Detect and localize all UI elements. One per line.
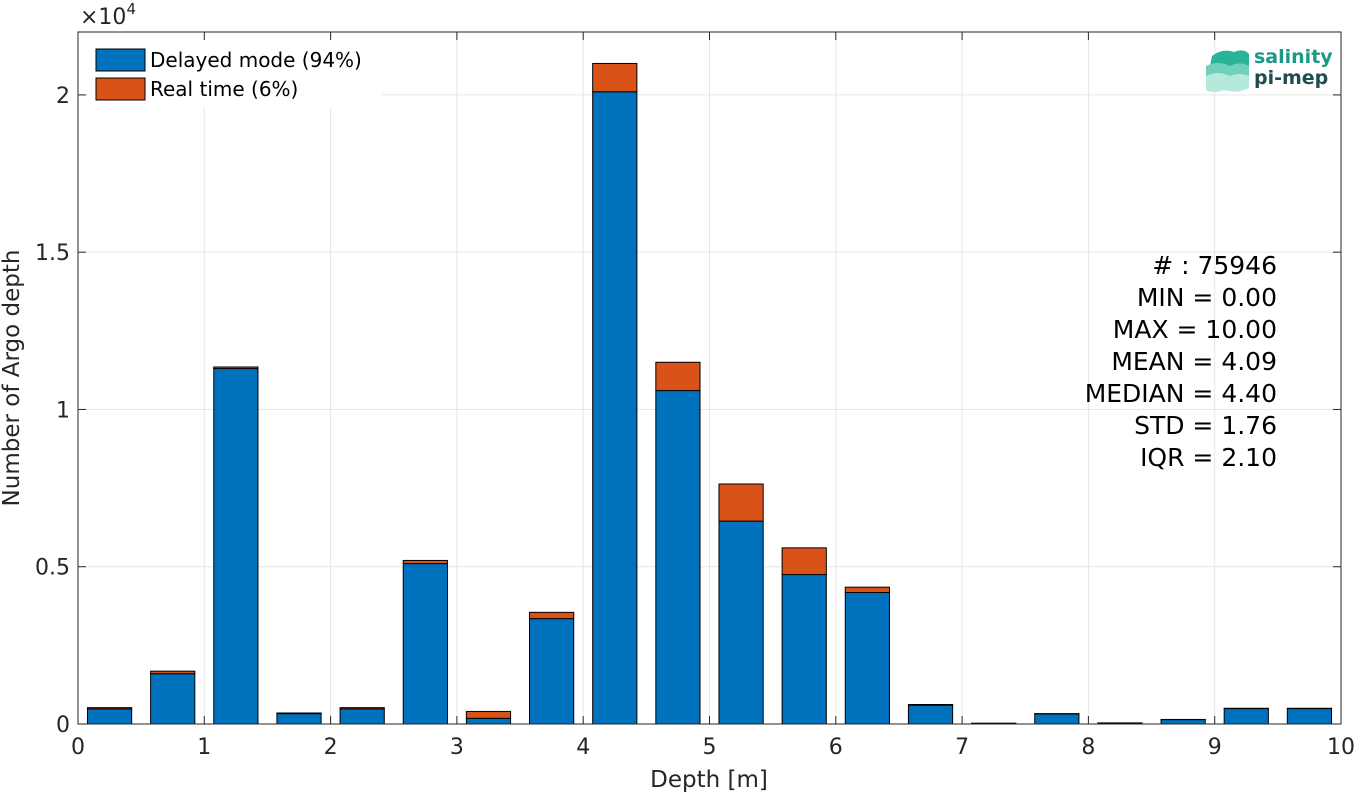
wave-logo-icon [1206,50,1249,92]
bar-delayed-mode [718,520,764,725]
x-tick-label: 2 [324,735,338,760]
legend-swatch-delayed-mode [95,48,146,72]
bar-real-time [86,707,133,710]
legend: Delayed mode (94%) Real time (6%) [89,40,382,108]
legend-label-real-time: Real time (6%) [150,77,298,101]
stats-line: IQR = 2.10 [1140,443,1277,472]
stats-line: # : 75946 [1152,251,1277,280]
legend-swatch-real-time [95,77,146,101]
y-tick-label: 2 [56,84,70,109]
bar-delayed-mode [781,574,827,725]
bar-delayed-mode [1160,719,1206,725]
bar-real-time [402,559,448,565]
bar-delayed-mode [339,708,385,725]
x-tick-label: 6 [829,735,843,760]
logo-text-pi-mep: pi-mep [1254,67,1328,89]
bars [86,62,1333,725]
stats-line: MAX = 10.00 [1113,315,1277,344]
statistics-annotation: # : 75946 MIN = 0.00 MAX = 10.00 MEAN = 4.0… [1085,251,1277,472]
bar-delayed-mode [276,713,322,725]
y-exponent-label: ×104 [80,0,136,30]
x-tick-label: 0 [71,735,85,760]
bar-real-time [655,361,701,392]
bar-real-time [844,586,890,594]
bar-real-time [529,611,575,620]
bar-real-time [465,710,512,719]
bar-delayed-mode [907,704,954,725]
stats-line: MEDIAN = 4.40 [1085,379,1277,408]
bar-delayed-mode [592,91,638,725]
bar-real-time [150,670,196,675]
stats-line: MEAN = 4.09 [1111,347,1277,376]
x-tick-label: 1 [197,735,211,760]
x-axis-ticks: 0 1 2 3 4 5 6 7 8 9 10 [71,32,1355,760]
bar-real-time [907,703,954,706]
x-tick-label: 3 [450,735,464,760]
bar-delayed-mode [402,563,448,725]
bar-real-time [339,707,385,710]
bar-real-time [276,712,322,715]
bar-delayed-mode [1034,713,1080,725]
y-tick-label: 0.5 [35,556,70,581]
x-tick-label: 10 [1327,735,1355,760]
bar-real-time [718,483,764,522]
bar-real-time [213,366,259,370]
y-tick-label: 0 [56,713,70,738]
x-tick-label: 4 [576,735,590,760]
y-tick-label: 1.5 [35,241,70,266]
salinity-pi-mep-logo: salinity pi-mep [1206,46,1333,92]
logo-text-salinity: salinity [1254,46,1333,68]
bar-delayed-mode [150,673,196,725]
bar-delayed-mode [844,592,890,725]
x-tick-label: 9 [1208,735,1222,760]
x-tick-label: 8 [1081,735,1095,760]
x-tick-label: 5 [703,735,717,760]
bar-delayed-mode [213,368,259,725]
y-tick-label: 1 [56,398,70,423]
bar-delayed-mode [529,618,575,725]
bar-delayed-mode [1286,708,1333,725]
bar-real-time [781,547,827,576]
legend-label-delayed-mode: Delayed mode (94%) [150,48,362,72]
bar-delayed-mode [655,390,701,725]
bar-delayed-mode [465,717,512,725]
y-axis-ticks: 0 0.5 1 1.5 2 [35,84,1341,738]
stats-line: STD = 1.76 [1134,411,1277,440]
bar-delayed-mode [86,708,133,725]
y-axis-label: Number of Argo depth [0,250,25,507]
x-axis-label: Depth [m] [650,767,768,793]
x-tick-label: 7 [955,735,969,760]
stats-line: MIN = 0.00 [1137,283,1277,312]
bar-delayed-mode [1223,708,1269,725]
bar-real-time [592,62,638,93]
